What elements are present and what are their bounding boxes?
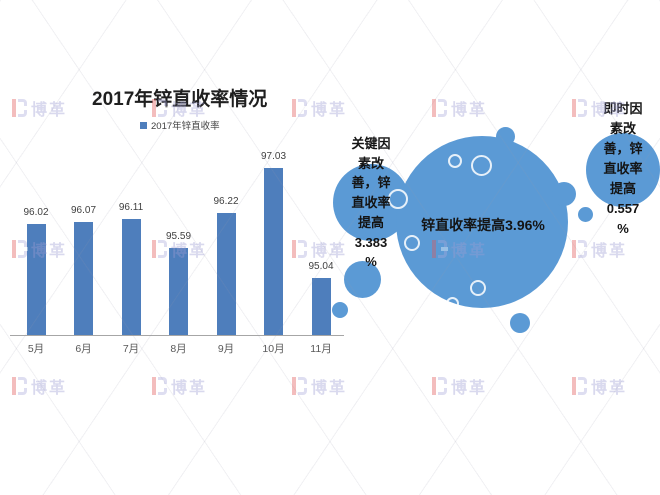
satellite-dot-top xyxy=(495,126,515,146)
boge-logo-watermark: 博革 xyxy=(292,374,347,398)
left-annotation-line: 善，锌 xyxy=(351,175,391,191)
legend-label: 2017年锌直收率 xyxy=(151,121,220,132)
watermark-text: 博革 xyxy=(311,102,348,119)
left-annotation-line: 直收率 xyxy=(351,195,391,211)
bar-value-label: 96.07 xyxy=(70,204,97,216)
bar-8月 xyxy=(169,248,188,336)
ring-circle-1 xyxy=(448,154,462,168)
boge-logo-icon xyxy=(292,377,308,395)
boge-logo-icon xyxy=(12,99,28,117)
right-annotation-line: 即时因 xyxy=(603,101,643,116)
boge-logo-watermark: 博革 xyxy=(572,374,627,398)
watermark-text: 博革 xyxy=(451,102,488,119)
boge-logo-icon xyxy=(152,240,168,258)
boge-logo-watermark: 博革 xyxy=(292,96,347,120)
boge-logo-icon xyxy=(12,377,28,395)
left-annotation-line: 3.383 xyxy=(354,234,388,250)
x-axis-line xyxy=(10,335,344,336)
right-annotation-line: 直收率 xyxy=(603,161,643,176)
ring-circle-4 xyxy=(404,235,420,251)
left-annotation-line: 素改 xyxy=(357,155,384,171)
right-annotation-line: 0.557 xyxy=(606,201,640,216)
left-annotation-line: % xyxy=(365,254,377,270)
bar-value-label: 96.11 xyxy=(118,202,144,214)
x-axis-tick-label: 11月 xyxy=(310,343,332,355)
watermark-text: 博革 xyxy=(31,102,68,119)
right-annotation-line: 素改 xyxy=(609,121,636,136)
left-annotation: 关键因 素改 善，锌 直收率 提高 3.383 % xyxy=(328,134,414,272)
boge-logo-watermark: 博革 xyxy=(12,374,67,398)
x-axis-tick-label: 8月 xyxy=(170,343,187,355)
bar-9月 xyxy=(216,213,236,336)
boge-logo-watermark: 博革 xyxy=(152,374,207,398)
boge-logo-icon xyxy=(572,240,588,258)
chart-legend: 2017年锌直收率 xyxy=(140,118,220,132)
boge-logo-icon xyxy=(152,377,168,395)
bar-value-label: 95.59 xyxy=(165,231,192,243)
watermark-text: 博革 xyxy=(591,380,628,397)
connector-dot-small-left xyxy=(332,302,348,318)
left-annotation-line: 提高 xyxy=(357,214,384,230)
bar-10月 xyxy=(264,168,283,336)
boge-logo-icon xyxy=(572,377,588,395)
watermark-text: 博革 xyxy=(171,380,208,397)
right-annotation-line: 提高 xyxy=(609,181,636,196)
left-annotation-line: 关键因 xyxy=(351,136,391,151)
ring-circle-5 xyxy=(470,280,486,296)
x-axis-tick-label: 7月 xyxy=(122,343,140,355)
legend-marker-icon xyxy=(140,121,147,129)
bar-7月 xyxy=(121,219,141,336)
bar-5月 xyxy=(26,224,46,336)
boge-logo-icon xyxy=(432,99,448,117)
boge-logo-watermark: 博革 xyxy=(432,96,487,120)
connector-dot-right-large xyxy=(552,182,576,206)
watermark-text: 博革 xyxy=(451,380,488,397)
watermark-text: 博革 xyxy=(591,243,628,260)
bar-value-label: 97.03 xyxy=(260,151,287,163)
boge-logo-icon xyxy=(432,377,448,395)
right-annotation-line: 善，锌 xyxy=(603,141,643,156)
x-axis-tick-label: 6月 xyxy=(75,343,92,355)
watermark-text: 博革 xyxy=(31,380,68,397)
boge-logo-icon xyxy=(292,240,308,258)
x-axis-tick-label: 10月 xyxy=(262,343,285,355)
bar-value-label: 95.04 xyxy=(308,261,334,273)
right-annotation-line: % xyxy=(617,221,629,236)
x-axis-tick-label: 5月 xyxy=(27,343,45,355)
connector-dot-medium-left xyxy=(343,260,381,298)
satellite-dot-bottom xyxy=(510,313,530,333)
x-axis-tick-label: 9月 xyxy=(217,343,235,355)
boge-logo-watermark: 博革 xyxy=(432,374,487,398)
ring-circle-3 xyxy=(388,189,408,209)
boge-logo-icon xyxy=(292,99,308,117)
right-annotation: 即时因 素改 善，锌 直收率 提高 0.557 % xyxy=(583,99,660,239)
ring-circle-2 xyxy=(470,154,492,176)
ring-circle-6 xyxy=(445,296,459,310)
bar-value-label: 96.02 xyxy=(23,207,49,219)
main-bubble-label: 锌直收率提高3.96% xyxy=(421,217,545,233)
connector-dot-right-small xyxy=(577,206,593,222)
bar-6月 xyxy=(74,221,93,336)
bar-value-label: 96.22 xyxy=(213,196,239,208)
right-bubble xyxy=(586,133,660,207)
boge-logo-watermark: 博革 xyxy=(572,237,627,261)
bar-11月 xyxy=(311,278,331,336)
boge-logo-watermark: 博革 xyxy=(12,96,67,120)
chart-title: 2017年锌直收率情况 xyxy=(92,89,268,110)
watermark-text: 博革 xyxy=(311,380,348,397)
